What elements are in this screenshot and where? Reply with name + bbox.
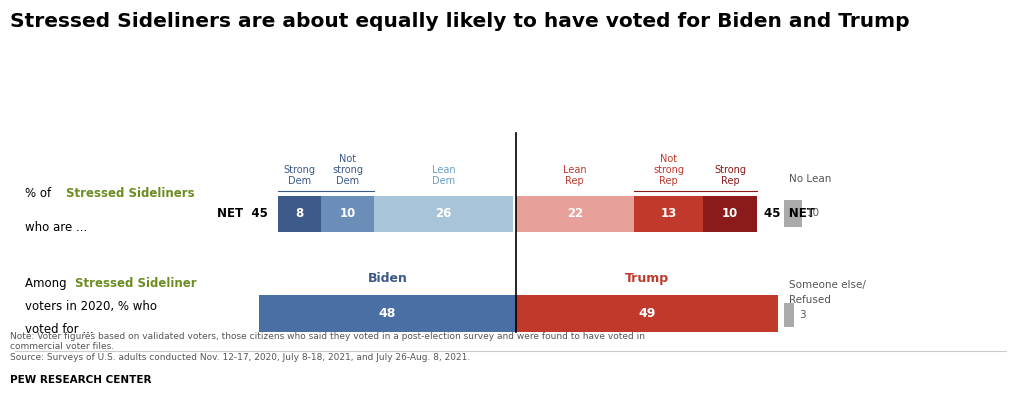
- Text: 10: 10: [806, 208, 820, 219]
- FancyBboxPatch shape: [374, 196, 513, 232]
- Text: voters in 2020, % who: voters in 2020, % who: [25, 300, 157, 313]
- Text: Someone else/: Someone else/: [789, 280, 866, 290]
- Text: 3: 3: [798, 310, 805, 320]
- Text: Not
strong
Rep: Not strong Rep: [653, 154, 684, 186]
- Text: Stressed Sideliners are about equally likely to have voted for Biden and Trump: Stressed Sideliners are about equally li…: [10, 12, 910, 31]
- Text: 10: 10: [722, 208, 738, 220]
- FancyBboxPatch shape: [321, 196, 374, 232]
- Text: NET  45: NET 45: [217, 208, 268, 220]
- Text: Lean
Dem: Lean Dem: [432, 165, 456, 186]
- FancyBboxPatch shape: [278, 196, 321, 232]
- FancyBboxPatch shape: [784, 200, 801, 227]
- Text: 48: 48: [379, 307, 397, 320]
- FancyBboxPatch shape: [516, 196, 634, 232]
- Text: 13: 13: [660, 208, 677, 220]
- Text: 22: 22: [566, 208, 583, 220]
- Text: Not
strong
Dem: Not strong Dem: [332, 154, 363, 186]
- Text: Stressed Sideliners: Stressed Sideliners: [65, 187, 194, 200]
- Text: voted for ...: voted for ...: [25, 323, 94, 336]
- Text: Biden: Biden: [368, 272, 408, 285]
- Text: Strong
Rep: Strong Rep: [714, 165, 746, 186]
- Text: 26: 26: [435, 208, 452, 220]
- FancyBboxPatch shape: [516, 295, 778, 332]
- Text: Note: Voter figures based on validated voters, those citizens who said they vote: Note: Voter figures based on validated v…: [10, 332, 645, 362]
- Text: Refused: Refused: [789, 295, 831, 305]
- Text: who are ...: who are ...: [25, 220, 87, 234]
- Text: 10: 10: [339, 208, 356, 220]
- Text: 49: 49: [639, 307, 656, 320]
- Text: % of: % of: [25, 187, 55, 200]
- Text: 45  NET: 45 NET: [764, 208, 815, 220]
- Text: No Lean: No Lean: [789, 174, 831, 184]
- Text: Among: Among: [25, 277, 71, 290]
- Text: Stressed Sideliner: Stressed Sideliner: [75, 277, 196, 290]
- Text: Lean
Rep: Lean Rep: [563, 165, 587, 186]
- Text: 8: 8: [295, 208, 304, 220]
- Text: PEW RESEARCH CENTER: PEW RESEARCH CENTER: [10, 375, 151, 385]
- FancyBboxPatch shape: [784, 303, 794, 327]
- Text: Trump: Trump: [625, 272, 669, 285]
- Text: Strong
Dem: Strong Dem: [283, 165, 315, 186]
- FancyBboxPatch shape: [260, 295, 516, 332]
- FancyBboxPatch shape: [634, 196, 703, 232]
- FancyBboxPatch shape: [703, 196, 756, 232]
